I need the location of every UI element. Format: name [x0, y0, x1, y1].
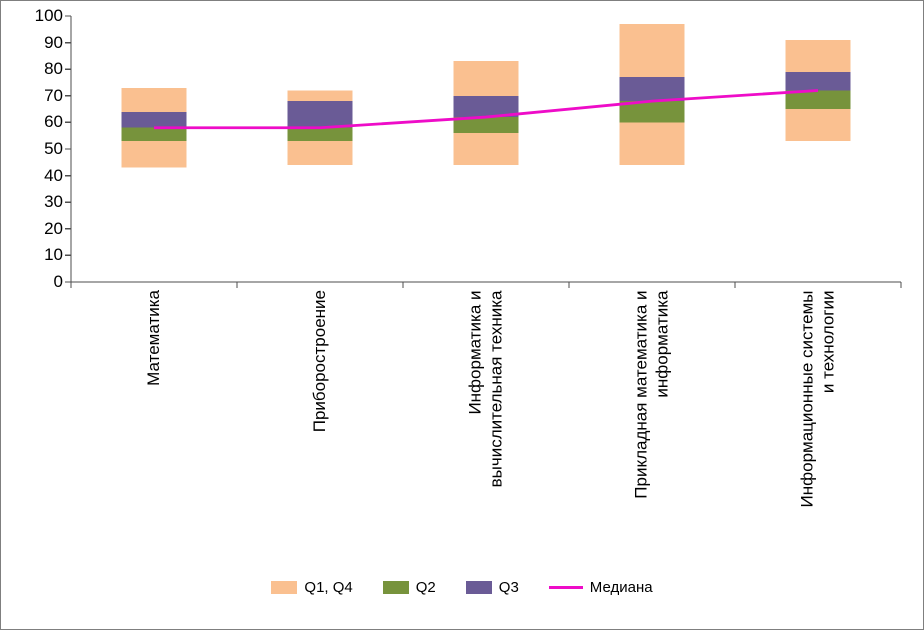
y-axis-tick-label: 0: [53, 272, 63, 291]
box-q4-segment: [619, 23, 685, 78]
y-axis-tick-label: 100: [34, 6, 63, 25]
y-axis-tick-label: 90: [44, 32, 63, 52]
legend-box-swatch-q1q4: [271, 581, 298, 594]
box-q1-segment: [619, 122, 685, 165]
median-line: [154, 89, 819, 130]
legend-label: Q2: [415, 579, 436, 596]
legend-item-q1q4: Q1, Q4: [271, 579, 353, 596]
y-axis-tick-label: 30: [44, 192, 63, 212]
legend-label: Q3: [498, 579, 519, 596]
box-q3-segment: [453, 95, 519, 118]
y-axis-tick-label: 20: [44, 218, 63, 238]
box-q4-segment: [453, 61, 519, 96]
box-q4-segment: [121, 87, 187, 112]
legend-line-swatch-median: [548, 586, 583, 589]
y-axis-tick-label: 80: [44, 59, 63, 79]
box-q3-segment: [121, 111, 187, 128]
box-q3-segment: [287, 101, 353, 128]
box-q3-segment: [619, 77, 685, 102]
y-axis-tick-label: 50: [44, 139, 63, 158]
box-q2-segment: [785, 90, 851, 110]
legend-box-swatch-q2: [382, 581, 409, 594]
legend-item-median: Медиана: [548, 579, 653, 596]
box-q1-segment: [785, 109, 851, 142]
y-axis-tick-label: 40: [44, 165, 63, 185]
box-q2-segment: [121, 127, 187, 142]
legend: Q1, Q4 Q2 Q3 Медиана: [1, 579, 923, 596]
box-q1-segment: [287, 141, 353, 165]
legend-label: Q1, Q4: [304, 579, 353, 596]
y-axis-tick-label: 70: [44, 85, 63, 105]
legend-item-q3: Q3: [465, 579, 519, 596]
box-q4-segment: [287, 90, 353, 102]
box-q1-segment: [121, 141, 187, 168]
box-q2-segment: [453, 117, 519, 134]
y-axis-tick-label: 60: [44, 112, 63, 132]
x-axis-category-label: Информационные системы и технологии: [797, 290, 837, 507]
x-axis-category-label: Прикладная математика и информатика: [631, 290, 671, 499]
box-q2-segment: [619, 101, 685, 123]
y-axis-tick-label: 10: [44, 245, 63, 265]
box-q4-segment: [785, 39, 851, 72]
x-axis-category-label: Приборостроение: [309, 290, 329, 433]
x-axis-category-label: Математика: [143, 290, 163, 386]
x-axis-category-label: Информатика и вычислительная техника: [465, 290, 505, 487]
box-q1-segment: [453, 133, 519, 165]
box-q2-segment: [287, 127, 353, 142]
box-q3-segment: [785, 71, 851, 91]
legend-item-q2: Q2: [382, 579, 436, 596]
legend-box-swatch-q3: [465, 581, 492, 594]
legend-label: Медиана: [589, 579, 653, 596]
